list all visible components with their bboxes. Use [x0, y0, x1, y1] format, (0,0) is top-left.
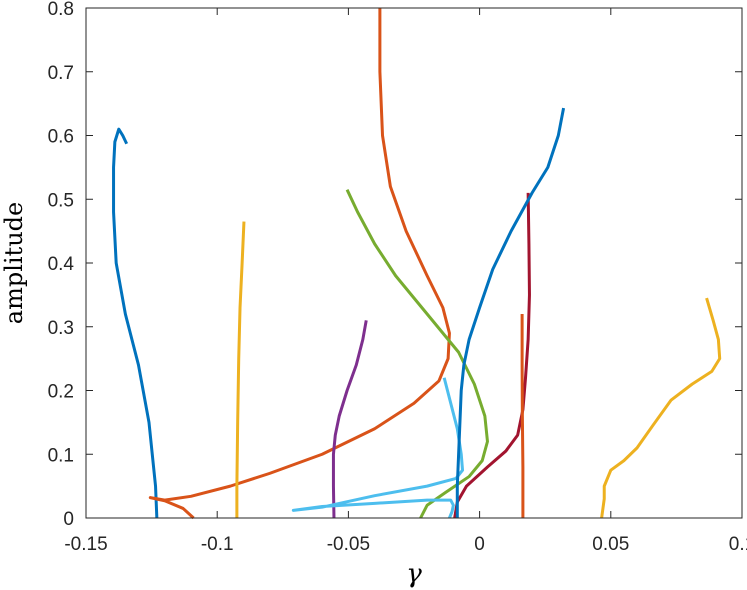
plot-frame	[85, 7, 743, 519]
series-layer	[112, 8, 722, 520]
y-tick-label: 0.3	[48, 318, 74, 339]
tick-layer: -0.15 -0.1 -0.05 0 0.05 0.1 0 0.1 0.2 0.3 0.4 0.5 0.…	[48, 0, 747, 555]
series-line-7	[453, 192, 531, 519]
y-tick-label: 0.5	[48, 190, 74, 211]
y-tick-label: 0	[63, 509, 74, 530]
x-tick-label: -0.15	[64, 534, 107, 555]
series-line-9	[520, 314, 525, 518]
y-tick-label: 0.4	[48, 254, 75, 275]
series-line-4	[331, 320, 368, 519]
x-tick-label: 0	[474, 534, 485, 555]
y-axis-label: amplitude	[0, 202, 28, 324]
series-line-2	[148, 8, 451, 520]
series-line-5	[345, 189, 489, 519]
y-tick-label: 0.8	[48, 0, 74, 20]
y-tick-label: 0.2	[48, 382, 74, 403]
series-line-10	[600, 297, 722, 519]
x-tick-label: -0.1	[201, 534, 234, 555]
x-tick-label: 0.05	[592, 534, 629, 555]
series-line-3	[235, 221, 246, 518]
series-line-8	[455, 107, 566, 518]
x-axis-label: γ	[406, 559, 422, 589]
y-tick-label: 0.1	[48, 445, 74, 466]
x-tick-label: 0.1	[729, 534, 747, 555]
y-tick-label: 0.7	[48, 63, 74, 84]
series-line-1	[112, 127, 159, 519]
y-tick-label: 0.6	[48, 127, 74, 148]
x-tick-label: -0.05	[327, 534, 370, 555]
